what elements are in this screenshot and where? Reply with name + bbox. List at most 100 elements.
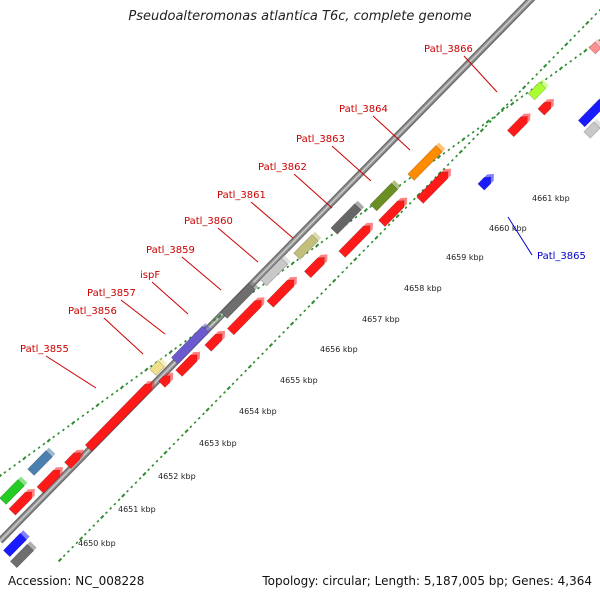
tick-mark — [531, 77, 534, 81]
leader-ispF — [151, 281, 189, 315]
tick-mark — [530, 88, 534, 92]
gene-red-5 — [175, 354, 198, 377]
gene-patl3864 — [407, 145, 443, 181]
tick-mark — [573, 34, 577, 38]
tick-mark — [32, 449, 36, 453]
tick-mark — [437, 171, 442, 176]
tick-mark — [432, 159, 436, 162]
tick-mark — [155, 459, 159, 463]
tick-mark — [484, 124, 488, 128]
tick-mark — [46, 438, 51, 443]
tick-mark — [142, 471, 147, 477]
tick-mark — [57, 432, 60, 435]
tick-mark — [552, 55, 556, 59]
tick-mark — [179, 343, 182, 347]
tick-mark — [140, 371, 143, 375]
tick-mark — [509, 98, 513, 102]
tick-mark — [564, 42, 569, 47]
gene-label: Patl_3866 — [424, 44, 473, 55]
gene-red-3 — [64, 452, 81, 470]
gene-label: Patl_3859 — [146, 245, 195, 256]
tick-mark — [400, 210, 404, 214]
tick-mark — [163, 450, 168, 455]
tick-mark — [261, 352, 264, 356]
tick-mark — [311, 300, 316, 305]
leader-Patl_3855 — [45, 355, 97, 389]
gene-patl3861 — [293, 234, 319, 260]
tick-mark — [172, 442, 176, 446]
gene-blue-left — [2, 532, 28, 558]
gene-label: Patl_3862 — [258, 162, 307, 173]
tick-mark — [244, 369, 248, 373]
scale-tick-label: 4651 kbp — [118, 505, 156, 514]
tick-mark — [307, 305, 311, 308]
tick-mark — [8, 467, 12, 471]
gene-label: Patl_3860 — [184, 216, 233, 227]
gene-khaki-small — [149, 360, 165, 376]
gene-label: Patl_3865 — [537, 251, 586, 262]
tick-mark — [505, 105, 509, 109]
tick-mark — [488, 120, 492, 124]
tick-mark — [176, 438, 180, 442]
tick-mark — [210, 403, 214, 407]
tick-mark — [42, 442, 46, 446]
gene-patl3863 — [369, 182, 399, 212]
tick-mark — [330, 233, 334, 237]
tick-mark — [328, 283, 332, 287]
gene-red-9 — [303, 257, 325, 279]
gene-ispF — [170, 325, 210, 365]
tick-mark — [500, 106, 506, 111]
tick-mark — [296, 258, 299, 262]
tick-mark — [256, 356, 260, 360]
tick-mark — [239, 373, 243, 377]
leader-Patl_3857 — [120, 299, 166, 335]
tick-mark — [81, 414, 85, 418]
tick-mark — [110, 393, 114, 396]
gene-red-patl3855 — [84, 383, 152, 452]
tick-mark — [370, 240, 374, 244]
tick-mark — [421, 189, 425, 192]
tick-mark — [521, 85, 527, 90]
tick-mark — [247, 364, 252, 369]
gene-steelblue — [27, 450, 53, 476]
leader-Patl_3863 — [331, 145, 372, 182]
tick-mark — [404, 206, 408, 210]
tick-mark — [463, 146, 467, 149]
tick-mark — [205, 407, 210, 412]
tick-mark — [37, 446, 41, 450]
tick-mark — [387, 223, 391, 227]
tick-mark — [138, 476, 142, 480]
gene-patl3860 — [259, 257, 289, 287]
tick-mark — [549, 74, 553, 77]
tick-mark — [455, 154, 458, 158]
tick-mark — [168, 349, 173, 355]
gene-label: Patl_3861 — [217, 190, 266, 201]
tick-mark — [119, 385, 125, 390]
tick-mark — [590, 17, 593, 21]
tick-mark — [252, 360, 256, 364]
tick-mark — [472, 137, 475, 141]
tick-mark — [514, 94, 518, 98]
gene-gray-right — [583, 121, 600, 139]
scale-tick-label: 4657 kbp — [362, 315, 400, 324]
gene-label: Patl_3855 — [20, 344, 69, 355]
gene-green — [0, 479, 25, 505]
tick-mark — [265, 348, 269, 351]
tick-mark — [325, 237, 329, 240]
tick-mark — [262, 283, 265, 287]
tick-mark — [115, 389, 119, 393]
tick-mark — [92, 524, 96, 528]
gene-red-6 — [204, 333, 223, 352]
tick-mark — [485, 119, 490, 124]
tick-mark — [113, 502, 117, 506]
leader-Patl_3860 — [217, 227, 259, 263]
backbone-highlight — [0, 0, 532, 542]
tick-mark — [310, 247, 314, 251]
tick-mark — [374, 235, 379, 240]
backbone-shadow — [0, 0, 536, 544]
gene-red-14 — [537, 101, 552, 116]
tick-mark — [583, 48, 588, 53]
genome-summary: Topology: circular; Length: 5,187,005 bp… — [262, 574, 592, 588]
tick-mark — [505, 103, 509, 106]
